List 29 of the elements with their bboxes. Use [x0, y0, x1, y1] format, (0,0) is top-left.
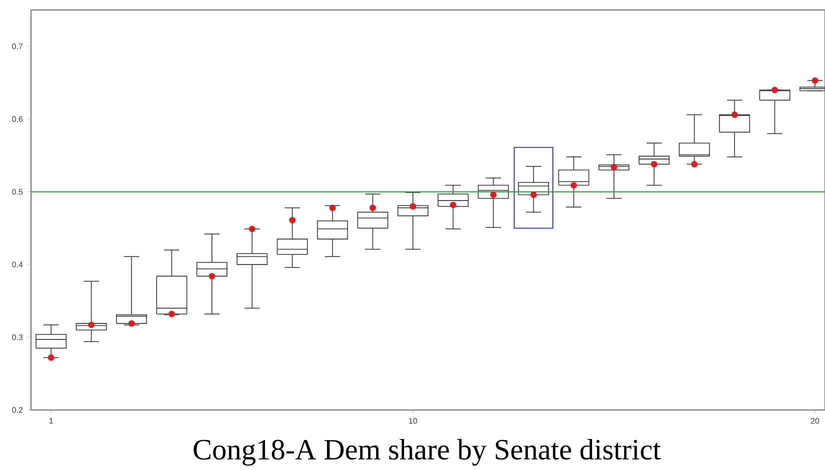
point [168, 310, 175, 318]
y-tick-label: 0.3 [12, 334, 23, 340]
point [450, 202, 456, 208]
point [731, 112, 738, 118]
y-tick-label: 0.5 [12, 188, 23, 195]
x-tick-label: 20 [810, 418, 820, 424]
x-tick-label: 10 [409, 418, 418, 424]
point [772, 86, 778, 94]
point [248, 226, 256, 232]
point [88, 322, 95, 328]
point [530, 192, 537, 198]
point [48, 354, 54, 361]
point [208, 272, 216, 280]
point [289, 216, 296, 224]
y-tick-label: 0.2 [12, 407, 23, 413]
point [370, 204, 376, 212]
point [691, 160, 698, 168]
text: Cong18-A Dem share by Senate district [194, 438, 661, 466]
y-tick-label: 0.7 [12, 44, 23, 50]
point [610, 164, 618, 170]
point [650, 160, 658, 168]
y-tick-label: 0.4 [12, 262, 23, 268]
point [570, 182, 577, 188]
point [128, 320, 135, 327]
point [410, 203, 416, 210]
point [329, 204, 336, 212]
y-tick-label: 0.6 [12, 116, 23, 122]
x-tick-label: 1 [49, 418, 53, 424]
point [490, 192, 497, 198]
